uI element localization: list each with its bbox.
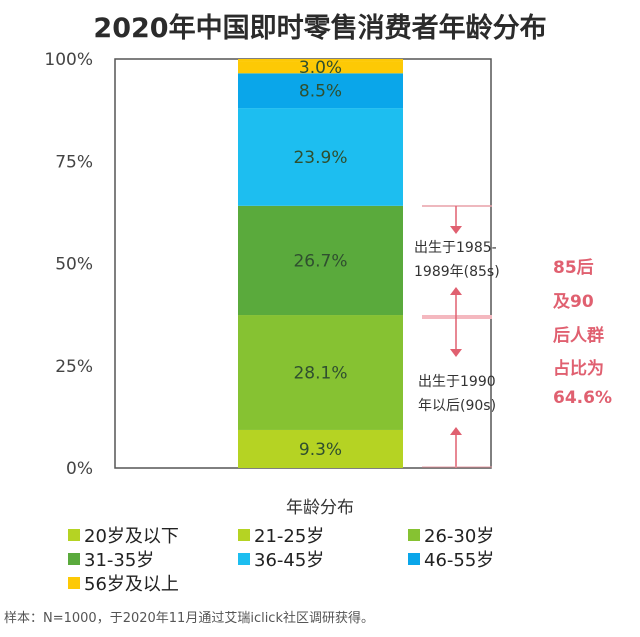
y-tick-label: 100%: [44, 50, 93, 70]
annotation-90s-line1: 出生于1990: [418, 374, 496, 390]
legend-swatch: [238, 553, 250, 565]
summary-line-3: 后人群: [553, 325, 604, 346]
legend-swatch: [408, 529, 420, 541]
legend-swatch: [68, 553, 80, 565]
legend-swatch: [68, 577, 80, 589]
bar-segment: [238, 429, 403, 468]
arrow-up-icon: [450, 427, 462, 435]
bar-segment-label: 28.1%: [293, 363, 347, 383]
bar-segment: [238, 61, 403, 74]
bar-segment-label: 23.9%: [293, 148, 347, 168]
summary-line-1: 85后: [553, 258, 594, 278]
annotation-85s-line1: 出生于1985-: [414, 240, 497, 256]
legend-label: 36-45岁: [254, 550, 325, 571]
legend-item: 20岁及以下: [68, 522, 179, 548]
arrow-up-icon: [450, 287, 462, 295]
arrow-down-icon: [450, 226, 462, 234]
legend-swatch: [238, 529, 250, 541]
bar-segment-label: 3.0%: [299, 58, 342, 78]
bar-segment: [238, 59, 403, 62]
bar-segment: [238, 73, 403, 109]
legend-label: 31-35岁: [84, 550, 155, 571]
legend-label: 26-30岁: [424, 526, 495, 547]
legend-item: 31-35岁: [68, 546, 154, 572]
legend-swatch: [68, 529, 80, 541]
legend-item: 46-55岁: [408, 546, 494, 572]
bar-segment: [238, 108, 403, 206]
legend-label: 21-25岁: [254, 526, 325, 547]
annotation-90s-line2: 年以后(90s): [418, 398, 496, 414]
chart-title: 2020年中国即时零售消费者年龄分布: [93, 13, 547, 44]
x-axis-label: 年龄分布: [286, 498, 354, 518]
y-tick-label: 50%: [55, 255, 93, 275]
legend-swatch: [408, 553, 420, 565]
bar-segment: [238, 315, 403, 430]
legend-item: 56岁及以上: [68, 570, 179, 596]
legend-item: 36-45岁: [238, 546, 324, 572]
summary-line-4: 占比为: [553, 358, 604, 379]
y-tick-label: 25%: [55, 357, 93, 377]
summary-line-2: 及90: [553, 292, 594, 312]
bar-segment: [238, 205, 403, 316]
bar-segment-label: 26.7%: [293, 251, 347, 271]
legend-label: 56岁及以上: [84, 574, 179, 595]
legend-label: 20岁及以下: [84, 526, 179, 547]
legend-item: 21-25岁: [238, 522, 324, 548]
footnote: 样本：N=1000，于2020年11月通过艾瑞iclick社区调研获得。: [4, 611, 374, 626]
arrow-down-icon: [450, 349, 462, 357]
summary-line-5: 64.6%: [553, 388, 612, 408]
legend-item: 26-30岁: [408, 522, 494, 548]
y-tick-label: 0%: [66, 459, 93, 479]
bar-segment-label: 8.5%: [299, 82, 342, 102]
y-tick-label: 75%: [55, 152, 93, 172]
annotation-85s-line2: 1989年(85s): [414, 264, 500, 280]
bar-segment-label: 9.3%: [299, 440, 342, 460]
legend-label: 46-55岁: [424, 550, 495, 571]
